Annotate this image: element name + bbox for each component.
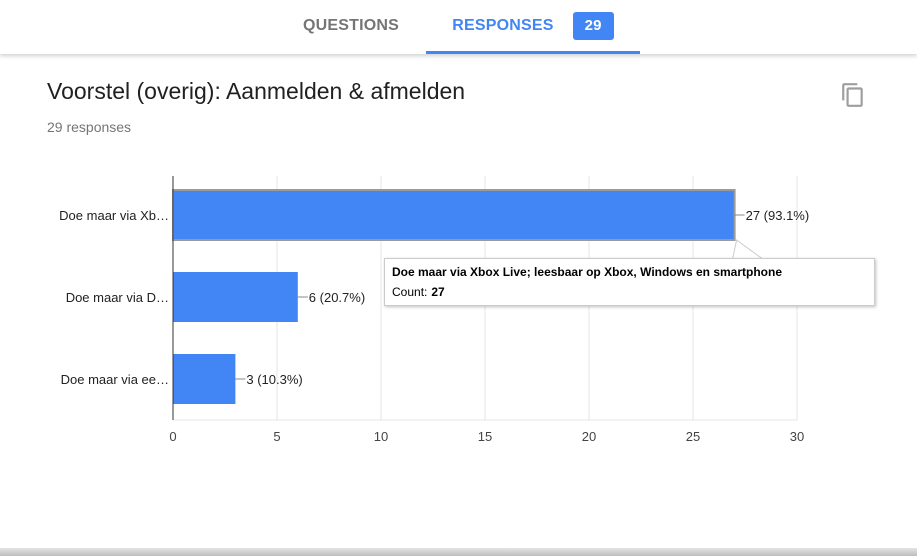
bar-tooltip: Doe maar via Xbox Live; leesbaar op Xbox… [384,258,875,306]
tooltip-count-label: Count: [392,285,428,299]
responses-count-badge: 29 [572,12,614,40]
tab-responses-label: RESPONSES [452,17,554,34]
x-tick-label: 10 [374,429,388,444]
bottom-edge-shadow [0,548,917,556]
tab-questions[interactable]: QUESTIONS [290,0,412,52]
chart-x-tick-labels: 0 5 10 15 20 25 30 [169,429,804,444]
category-label: Doe maar via D… [66,290,169,305]
tab-bar: QUESTIONS RESPONSES 29 [0,0,917,54]
tooltip-count: Count: 27 [392,284,867,300]
bar[interactable] [172,189,736,241]
data-label: 27 (93.1%) [746,208,810,223]
bar[interactable] [173,354,236,404]
data-label: 6 (20.7%) [309,290,365,305]
copy-icon[interactable] [840,82,866,108]
tooltip-title: Doe maar via Xbox Live; leesbaar op Xbox… [392,265,782,279]
category-label: Doe maar via Xb… [59,208,169,223]
response-count-text: 29 responses [47,119,132,135]
copy-icon-graphic [842,83,863,107]
x-tick-label: 20 [582,429,596,444]
question-title: Voorstel (overig): Aanmelden & afmelden [47,78,466,104]
tab-responses[interactable]: RESPONSES 29 [426,0,640,52]
chart-category-labels: Doe maar via Xb… Doe maar via D… Doe maar … [59,208,169,387]
category-label: Doe maar via ee… [61,372,169,387]
x-tick-label: 0 [169,429,176,444]
chart-bars [172,189,736,404]
active-tab-indicator [426,51,640,54]
tooltip-count-value: 27 [431,285,445,299]
tooltip-pointer [731,239,765,260]
tab-questions-label: QUESTIONS [302,17,400,34]
x-tick-label: 25 [686,429,700,444]
x-tick-label: 15 [478,429,492,444]
data-label: 3 (10.3%) [246,372,302,387]
chart-data-labels: 27 (93.1%) 6 (20.7%) 3 (10.3%) [235,208,809,387]
x-tick-label: 30 [790,429,804,444]
x-tick-label: 5 [273,429,280,444]
bar[interactable] [173,272,298,322]
